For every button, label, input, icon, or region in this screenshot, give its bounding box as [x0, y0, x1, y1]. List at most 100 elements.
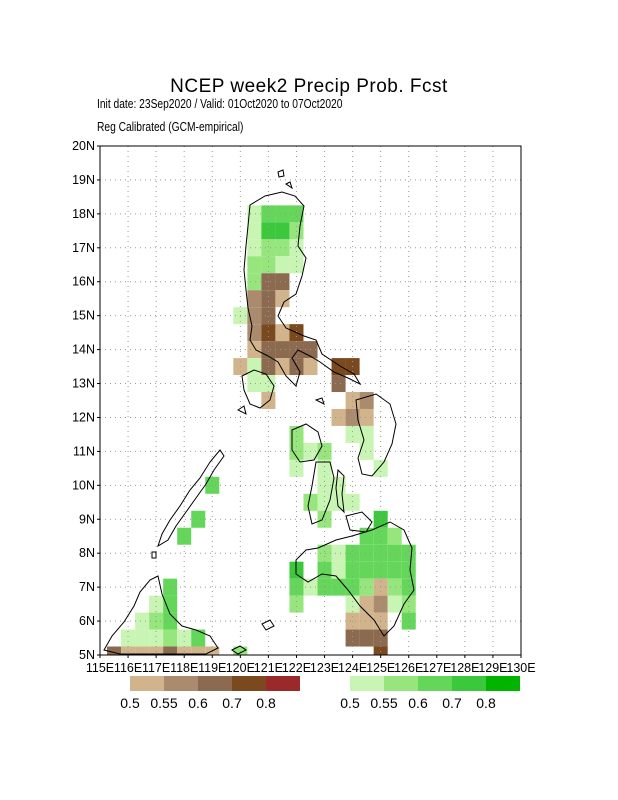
legend-label: 0.8: [476, 695, 496, 711]
probability-cell: [373, 459, 388, 477]
probability-cell: [345, 595, 360, 613]
legend-label: 0.6: [188, 695, 208, 711]
probability-cell: [387, 527, 402, 545]
longitude-label: 117E: [142, 661, 170, 675]
legend-swatch: [232, 676, 266, 691]
probability-cell: [331, 375, 346, 393]
probability-cell: [359, 544, 374, 562]
legend-label: 0.5: [120, 695, 140, 711]
probability-cell: [317, 578, 332, 596]
probability-cell: [345, 425, 360, 443]
legend-label: 0.7: [442, 695, 462, 711]
calibration-subtitle: Reg Calibrated (GCM-empirical): [97, 120, 244, 134]
probability-cell: [247, 205, 262, 223]
probability-cell: [191, 510, 206, 528]
legend-label: 0.6: [408, 695, 428, 711]
legend-swatch: [266, 676, 300, 691]
probability-cell: [331, 544, 346, 562]
probability-cell: [149, 646, 164, 655]
probability-cell: [135, 646, 150, 655]
latitude-label: 11N: [73, 444, 95, 458]
mindoro-coastline: [241, 369, 275, 409]
latitude-label: 13N: [72, 377, 95, 391]
probability-cell: [121, 646, 136, 655]
latitude-label: 12N: [72, 410, 95, 424]
palawan-coastline: [157, 449, 225, 548]
probability-cell: [401, 561, 416, 579]
probability-cell: [275, 239, 290, 257]
probability-cell: [359, 408, 374, 426]
dry-probability-legend: 0.5 0.55 0.6 0.7 0.8: [120, 676, 300, 711]
probability-cell: [275, 324, 290, 342]
longitude-label: 121E: [254, 661, 283, 675]
probability-cell: [177, 646, 192, 655]
latitude-label: 16N: [72, 275, 95, 289]
probability-cell: [247, 239, 262, 257]
probability-cell: [359, 629, 374, 647]
probability-cell: [359, 392, 374, 409]
longitude-label: 123E: [310, 661, 339, 675]
probability-cell: [387, 595, 402, 613]
probability-cell: [261, 239, 276, 257]
sulu-islands-coastline: [231, 619, 275, 655]
probability-cell: [331, 408, 346, 426]
map-frame: [99, 145, 522, 656]
probability-cell: [359, 442, 374, 460]
probability-cell: [233, 646, 248, 655]
probability-cell: [149, 595, 164, 613]
probability-cell: [345, 544, 360, 562]
longitude-label: 119E: [198, 661, 226, 675]
legend-swatch: [384, 676, 418, 691]
probability-cell: [149, 629, 164, 647]
probability-cell: [275, 358, 290, 376]
mindanao-coastline: [295, 521, 415, 637]
probability-cell: [247, 222, 262, 240]
probability-cell: [289, 595, 304, 613]
probability-cell: [345, 561, 360, 579]
probability-cell: [303, 358, 318, 376]
probability-cell: [261, 341, 276, 359]
longitude-label: 130E: [506, 661, 535, 675]
probability-cell: [261, 375, 276, 393]
probability-cell: [275, 290, 290, 308]
longitude-label: 118E: [170, 661, 198, 675]
coastlines: [103, 169, 415, 655]
borneo-coastline: [103, 575, 219, 655]
probability-cell: [387, 544, 402, 562]
probability-cell: [345, 408, 360, 426]
legend-label: 0.7: [222, 695, 242, 711]
probability-cell: [247, 324, 262, 342]
latitude-label: 19N: [72, 173, 95, 187]
probability-cell: [121, 629, 136, 647]
probability-cell: [247, 273, 262, 291]
probability-cell: [289, 578, 304, 596]
wet-probability-legend: 0.5 0.55 0.6 0.7 0.8: [340, 676, 520, 711]
probability-cell: [289, 341, 304, 359]
latitude-labels: 20N 19N 18N 17N 16N 15N 14N 13N 12N 11N 10N 9N 8N 7N 6…: [72, 139, 100, 662]
probability-cell: [261, 392, 276, 409]
probability-cell: [373, 646, 388, 655]
probability-cell: [373, 629, 388, 647]
latitude-label: 5N: [79, 648, 95, 662]
probability-cell: [401, 544, 416, 562]
probability-cells: [107, 205, 416, 655]
probability-cell: [373, 561, 388, 579]
legend-swatch: [350, 676, 384, 691]
probability-cell: [107, 646, 122, 655]
probability-cell: [317, 459, 332, 477]
probability-cell: [359, 595, 374, 613]
probability-cell: [247, 256, 262, 274]
longitude-label: 125E: [366, 661, 395, 675]
longitude-labels: 115E 116E 117E 118E 119E 120E121E122E123E124E…: [86, 655, 536, 675]
longitude-label: 129E: [478, 661, 507, 675]
probability-cell: [387, 578, 402, 596]
latitude-label: 15N: [72, 309, 95, 323]
probability-cell: [359, 561, 374, 579]
probability-cell: [261, 256, 276, 274]
legend-swatch: [198, 676, 232, 691]
probability-cell: [289, 239, 304, 257]
probability-cell: [247, 290, 262, 308]
longitude-label: 127E: [422, 661, 451, 675]
longitude-label: 126E: [394, 661, 423, 675]
